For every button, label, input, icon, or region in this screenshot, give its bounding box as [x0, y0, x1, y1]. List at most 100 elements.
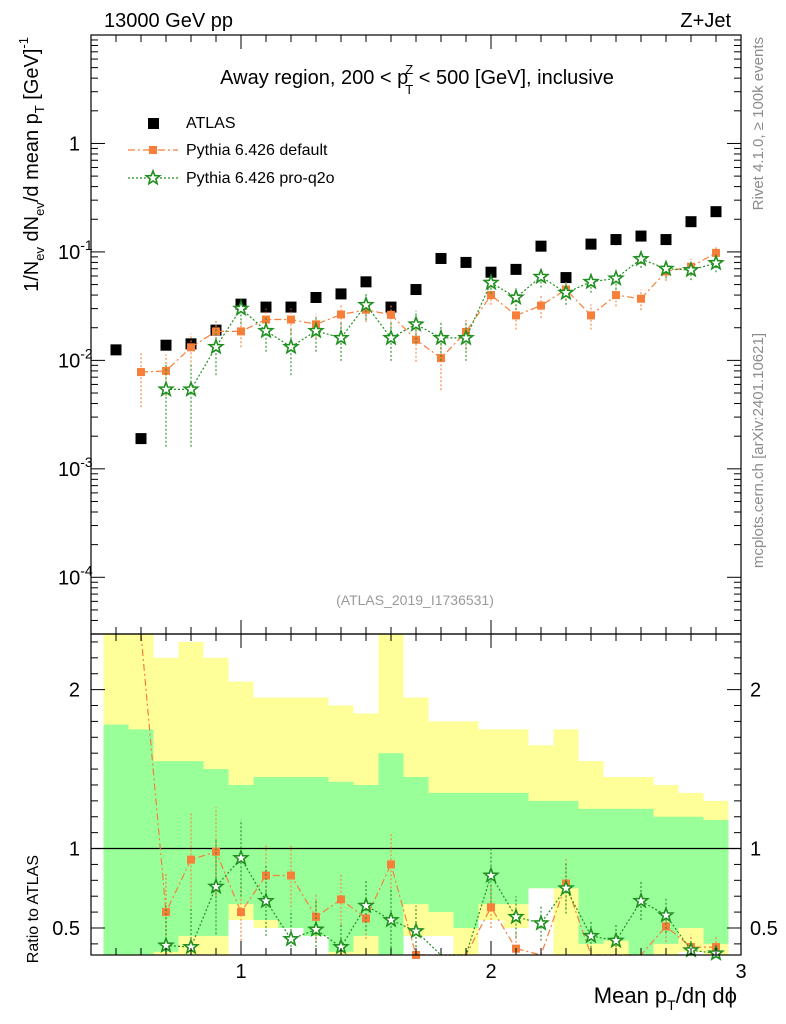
atlas-point — [160, 339, 172, 351]
ratio-band-green — [428, 792, 454, 913]
pythia-default-point — [637, 294, 645, 303]
main-y-tick-label: 10-1 — [58, 237, 93, 264]
x-tick-label: 3 — [735, 961, 746, 983]
ratio-pythia-default-point — [487, 903, 495, 912]
ratio-pythia-default-point — [162, 908, 170, 917]
pythia-pro-q2o-point — [357, 295, 375, 313]
legend-marker-pythia-default — [149, 146, 157, 154]
ratio-pythia-pro-q2o-point — [232, 848, 250, 866]
side-label-rivet: Rivet 4.1.0, ≥ 100k events — [750, 37, 767, 210]
ratio-band-green — [678, 816, 704, 928]
pythia-pro-q2o-point — [582, 272, 600, 290]
pythia-default-point — [187, 343, 195, 352]
pythia-default-point — [487, 291, 495, 300]
pythia-pro-q2o-point — [657, 259, 675, 277]
ratio-pythia-pro-q2o-point — [382, 910, 400, 928]
ratio-pythia-default-point — [237, 908, 245, 917]
ratio-y-tick-label-left: 0.5 — [52, 918, 80, 940]
pythia-default-point — [437, 354, 445, 363]
main-plot-layer — [110, 206, 725, 447]
atlas-point — [535, 240, 547, 252]
x-tick-label: 2 — [485, 961, 496, 983]
ratio-band-green — [703, 819, 729, 944]
legend-marker-atlas — [148, 118, 159, 129]
pythia-default-point — [337, 310, 345, 319]
atlas-point — [260, 301, 272, 313]
atlas-point — [685, 216, 697, 228]
ratio-pythia-default-point — [187, 855, 195, 864]
ratio-band-green — [378, 753, 404, 955]
pythia-pro-q2o-series — [157, 249, 725, 447]
ratio-pythia-pro-q2o-point — [357, 896, 375, 914]
ratio-pythia-pro-q2o-point — [407, 921, 425, 939]
ratio-band-green — [453, 792, 479, 928]
pythia-default-point — [137, 368, 145, 377]
pythia-default-point — [587, 311, 595, 320]
ratio-pythia-default-point — [287, 871, 295, 880]
title-part-1: Away region, 200 < p — [220, 67, 408, 89]
ratio-pythia-pro-q2o-point — [632, 891, 650, 909]
pythia-default-line — [140, 252, 717, 373]
y-tick-base: 10 — [58, 350, 80, 372]
atlas-point — [410, 284, 422, 296]
ratio-y-tick-label-right: 1 — [750, 839, 761, 861]
side-label-mcplots: mcplots.cern.ch [arXiv:2401.10621] — [750, 333, 767, 568]
pythia-default-point — [537, 301, 545, 310]
legend-label-pythia-default: Pythia 6.426 default — [186, 142, 328, 159]
ratio-pythia-default-point — [662, 922, 670, 931]
ratio-pythia-pro-q2o-point — [482, 866, 500, 884]
legend-label-pythia-pro-q2o: Pythia 6.426 pro-q2o — [186, 170, 335, 187]
ratio-y-tick-label-left: 1 — [69, 839, 80, 861]
ratio-pythia-default-point — [387, 860, 395, 869]
ratio-pythia-default-point — [337, 895, 345, 904]
ratio-band-green — [153, 761, 179, 952]
pythia-default-point — [712, 248, 720, 257]
main-y-tick-label: 10-2 — [58, 345, 93, 372]
pythia-default-point — [512, 311, 520, 320]
ratio-band-green — [628, 808, 654, 955]
ratio-pythia-pro-q2o-point — [507, 907, 525, 925]
y-tick-base: 10 — [58, 242, 80, 264]
pythia-pro-q2o-point — [307, 321, 325, 339]
pythia-pro-q2o-point — [282, 337, 300, 355]
atlas-point — [560, 272, 572, 284]
pythia-pro-q2o-point — [482, 273, 500, 291]
pythia-pro-q2o-point — [432, 328, 450, 346]
ratio-band-green — [528, 800, 554, 889]
y-tick-exponent: -4 — [80, 562, 93, 578]
xlabel-sub-t: T — [667, 997, 676, 1013]
analysis-id: (ATLAS_2019_I1736531) — [336, 592, 494, 608]
ratio-band-green — [103, 724, 129, 955]
ylabel-c: /d mean p — [21, 113, 43, 202]
atlas-point — [585, 238, 597, 250]
pythia-pro-q2o-point — [207, 337, 225, 355]
ratio-band-green — [553, 800, 579, 889]
ratio-y-axis-label: Ratio to ATLAS — [25, 855, 42, 963]
ratio-band-green — [128, 729, 154, 955]
pythia-pro-q2o-point — [182, 380, 200, 397]
legend: ATLAS Pythia 6.426 default Pythia 6.426 … — [128, 115, 335, 187]
main-y-tick-label: 10-4 — [58, 562, 93, 589]
pythia-pro-q2o-point — [257, 321, 275, 339]
atlas-point — [110, 344, 122, 356]
y-tick-exponent: -2 — [80, 345, 93, 361]
atlas-point — [660, 234, 672, 246]
pythia-pro-q2o-point — [382, 328, 400, 346]
ratio-y-tick-label-right: 2 — [750, 680, 761, 702]
y-tick-base: 1 — [69, 133, 80, 155]
atlas-point — [460, 256, 472, 268]
pythia-pro-q2o-point — [532, 267, 550, 285]
ylabel-sup: -1 — [16, 37, 31, 49]
pythia-pro-q2o-point — [407, 314, 425, 332]
ylabel-d: [GeV] — [21, 49, 43, 106]
ratio-band-green — [603, 808, 629, 941]
atlas-point — [135, 433, 147, 445]
pythia-default-point — [237, 327, 245, 336]
pythia-pro-q2o-point — [707, 253, 725, 271]
ratio-y-tick-label-left: 2 — [69, 680, 80, 702]
y-tick-base: 10 — [58, 459, 80, 481]
ratio-pythia-pro-q2o-point — [207, 877, 225, 895]
ratio-band-green — [578, 808, 604, 944]
ylabel-b: dN — [21, 216, 43, 247]
